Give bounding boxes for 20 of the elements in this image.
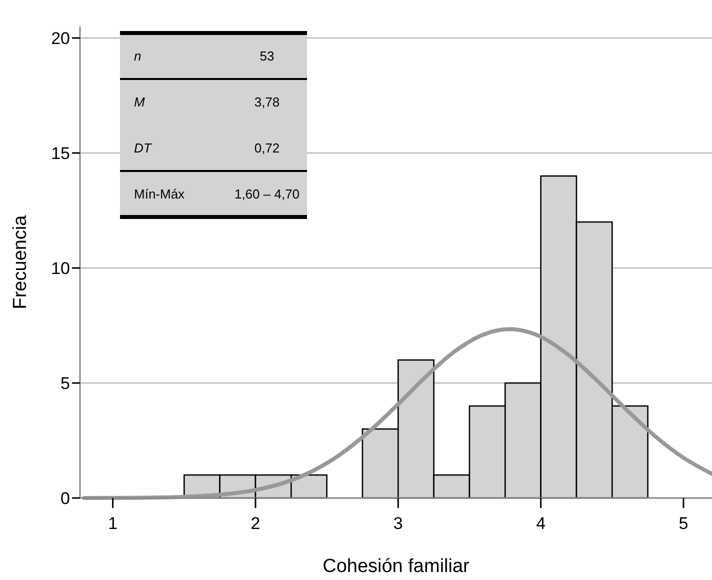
x-tick-label: 2 [250, 514, 260, 533]
x-tick-label: 5 [678, 514, 688, 533]
x-axis-title: Cohesión familiar [322, 556, 470, 577]
y-axis-title: Frecuencia [10, 214, 31, 310]
y-tick-label: 20 [51, 28, 70, 48]
annotation: 0,72 [254, 140, 280, 156]
y-tick-label: 15 [51, 144, 70, 163]
annotation: Mín-Máx [134, 186, 186, 202]
annotation: 3,78 [254, 94, 280, 110]
x-tick-label: 4 [536, 514, 546, 533]
y-tick-label: 5 [60, 374, 70, 393]
annotation: M [134, 94, 145, 110]
y-tick-label: 0 [60, 488, 70, 508]
annotation: DT [134, 140, 152, 156]
annotation: n [134, 48, 142, 64]
x-tick-label: 3 [393, 514, 403, 533]
x-tick-label: 1 [108, 514, 118, 533]
y-tick-label: 10 [51, 258, 70, 278]
annotation: 53 [260, 48, 274, 64]
annotation: 1,60 – 4,70 [234, 186, 300, 202]
